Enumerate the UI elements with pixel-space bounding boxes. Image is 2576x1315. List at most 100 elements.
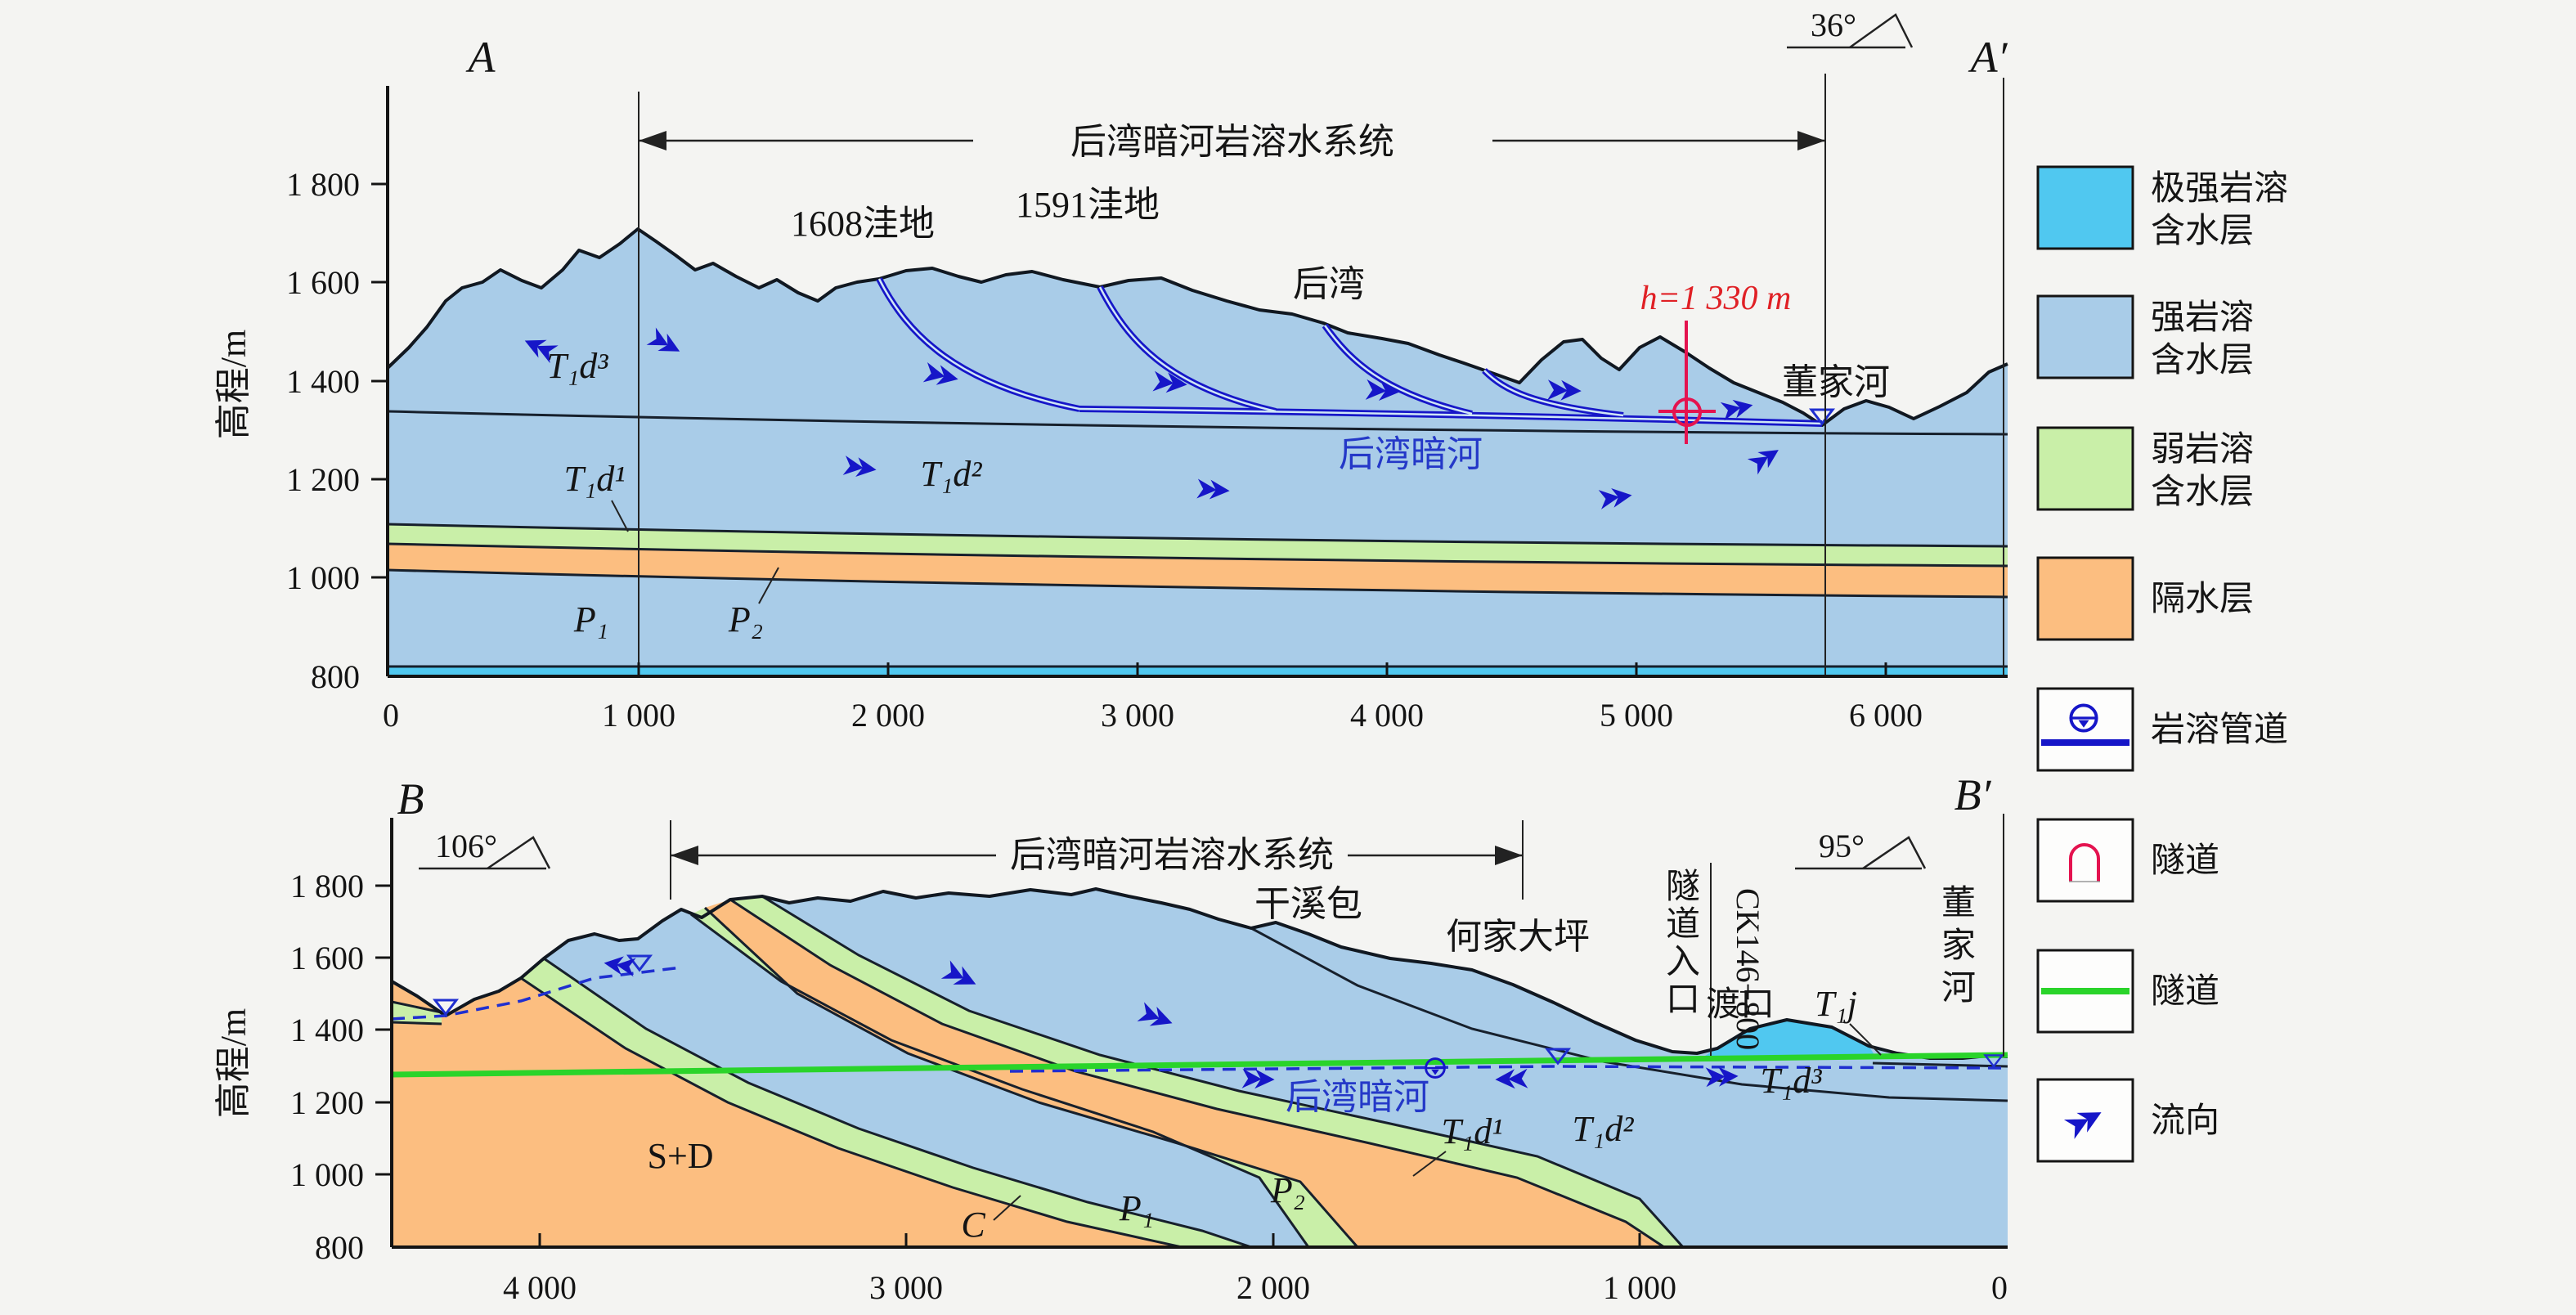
karst-conduits-a	[876, 277, 1823, 427]
legend-label: 隔水层	[2151, 581, 2254, 618]
elevation-axis-a	[371, 86, 2008, 678]
strike-value-b-left: 106°	[435, 828, 497, 864]
legend-label: 岩溶管道	[2151, 711, 2288, 749]
legend: 极强岩溶 含水层 强岩溶 含水层 弱岩溶 含水层 隔水层 岩溶管道 隧道 隧道 …	[2036, 165, 2288, 1163]
section-b: 后湾暗河岩溶水系统 106° 95° 1 800 1 600 1	[213, 770, 2008, 1306]
strike-value-a: 36°	[1811, 7, 1856, 43]
pointer-t1d1-b	[1412, 1151, 1447, 1177]
label-dukou: 渡口	[1706, 985, 1775, 1024]
terrain-profile-b	[390, 887, 2008, 1060]
legend-swatch-strong-karst	[2036, 294, 2134, 379]
label-tunnel-portal: 隧道入口	[1666, 868, 1700, 1019]
layer-t1d1-b	[730, 896, 1683, 1247]
xtick-a: 4 000	[1350, 697, 1424, 734]
legend-label: 隧道	[2151, 842, 2219, 880]
axis-label-a: 高程/m	[213, 330, 254, 439]
ytick-a: 800	[311, 658, 360, 695]
legend-label: 含水层	[2151, 473, 2254, 511]
xtick-a: 1 000	[602, 697, 675, 734]
unit-t1d1-a: T₁d¹	[564, 459, 626, 499]
pointer-p2-a	[758, 567, 779, 604]
ytick-a: 1 200	[286, 461, 360, 498]
layer-p2-b	[705, 900, 1664, 1247]
section-letter-b: B	[397, 774, 424, 824]
strike-value-b-right: 95°	[1819, 828, 1865, 864]
xtick-b: 1 000	[1603, 1269, 1676, 1306]
xtick-a: 3 000	[1101, 697, 1174, 734]
unit-p2-b: P₂	[1270, 1170, 1305, 1210]
elevation-axis-b	[375, 818, 2008, 1249]
ytick-b: 1 600	[290, 940, 364, 976]
label-chainage: CK146+800	[1730, 888, 1766, 1050]
label-underground-river-a: 后湾暗河	[1339, 434, 1483, 474]
label-houwan: 后湾	[1293, 264, 1365, 304]
label-1608-depression: 1608洼地	[791, 204, 935, 244]
unit-p1-a: P₁	[573, 599, 608, 640]
unit-t1d1-b: T₁d¹	[1442, 1111, 1503, 1151]
boundary-aquiclude-base-a	[387, 568, 2008, 599]
section-a: 后湾暗河岩溶水系统 36° 1 800 1 600 1 400 1 200 1	[213, 7, 2008, 734]
axis-label-b: 高程/m	[213, 1008, 254, 1118]
legend-swatch-weak-karst	[2036, 426, 2134, 511]
ytick-a: 1 000	[286, 559, 360, 596]
system-title-a: 后湾暗河岩溶水系统	[1070, 122, 1394, 162]
legend-swatch-tunnel-portal	[2036, 818, 2134, 903]
legend-label: 极强岩溶	[2151, 169, 2288, 208]
ytick-a: 1 600	[286, 264, 360, 301]
section-letter-b-prime: B′	[1954, 770, 1992, 819]
unit-sd-b: S+D	[647, 1136, 713, 1176]
legend-label: 含水层	[2151, 213, 2254, 250]
unit-p1-b: P₁	[1119, 1188, 1154, 1228]
ytick-b: 1 800	[290, 868, 364, 904]
layer-weak-karst-a	[388, 524, 2008, 566]
layer-sd-b	[392, 978, 1182, 1247]
xtick-b: 0	[1991, 1269, 2008, 1306]
boundary-weak-karst-top-a	[387, 523, 2008, 548]
label-ganxibao: 干溪包	[1254, 884, 1362, 924]
ytick-b: 800	[315, 1229, 364, 1266]
layer-extreme-karst-a	[388, 666, 2008, 676]
xtick-a: 2 000	[851, 697, 925, 734]
strike-flag-b-left	[419, 836, 551, 870]
ytick-a: 1 800	[286, 166, 360, 203]
unit-t1d2-a: T₁d²	[921, 454, 983, 494]
label-hejiadaping: 何家大坪	[1446, 917, 1590, 957]
strike-flag-a	[1787, 13, 1914, 49]
tunnel-portal-icon	[2069, 843, 2100, 882]
tunnel-marker	[1658, 321, 1716, 444]
label-underground-river-b: 后湾暗河	[1286, 1077, 1429, 1117]
ytick-b: 1 000	[290, 1156, 364, 1193]
boundary-aquiclude-top-a	[387, 542, 2008, 568]
ytick-b: 1 200	[290, 1084, 364, 1121]
unit-tj-b: T₁j	[1815, 984, 1857, 1024]
strike-flag-b-right	[1795, 836, 1927, 870]
tunnel-line-b	[391, 1052, 2008, 1078]
terrain-profile-a	[386, 227, 2008, 427]
pointer-tj-b	[1849, 1023, 1882, 1056]
xtick-b: 2 000	[1236, 1269, 1310, 1306]
section-letter-a: A	[466, 33, 496, 82]
unit-c-b: C	[961, 1205, 985, 1245]
legend-label: 含水层	[2151, 342, 2254, 379]
legend-label: 隧道	[2151, 973, 2219, 1011]
xtick-a: 6 000	[1849, 697, 1923, 734]
ytick-b: 1 400	[290, 1012, 364, 1048]
label-dongjiahe-b: 董家河	[1941, 885, 1976, 1008]
xtick-a: 0	[383, 697, 399, 734]
legend-label: 强岩溶	[2151, 298, 2254, 337]
xtick-b: 3 000	[869, 1269, 943, 1306]
unit-t1d3-a: T₁d³	[547, 346, 609, 386]
xtick-b: 4 000	[503, 1269, 577, 1306]
unit-t1d3-b: T₁d³	[1761, 1061, 1823, 1101]
layer-thin-green-b	[691, 908, 1358, 1247]
label-dongjiahe-a: 董家河	[1782, 362, 1890, 402]
unit-t1d2-b: T₁d²	[1573, 1109, 1635, 1149]
xtick-a: 5 000	[1600, 697, 1673, 734]
ytick-a: 1 400	[286, 363, 360, 400]
water-table-b	[391, 966, 2008, 1073]
label-water-head: h=1 330 m	[1640, 280, 1792, 317]
section-letter-a-prime: A′	[1968, 33, 2008, 82]
unit-p2-a: P₂	[728, 599, 763, 640]
